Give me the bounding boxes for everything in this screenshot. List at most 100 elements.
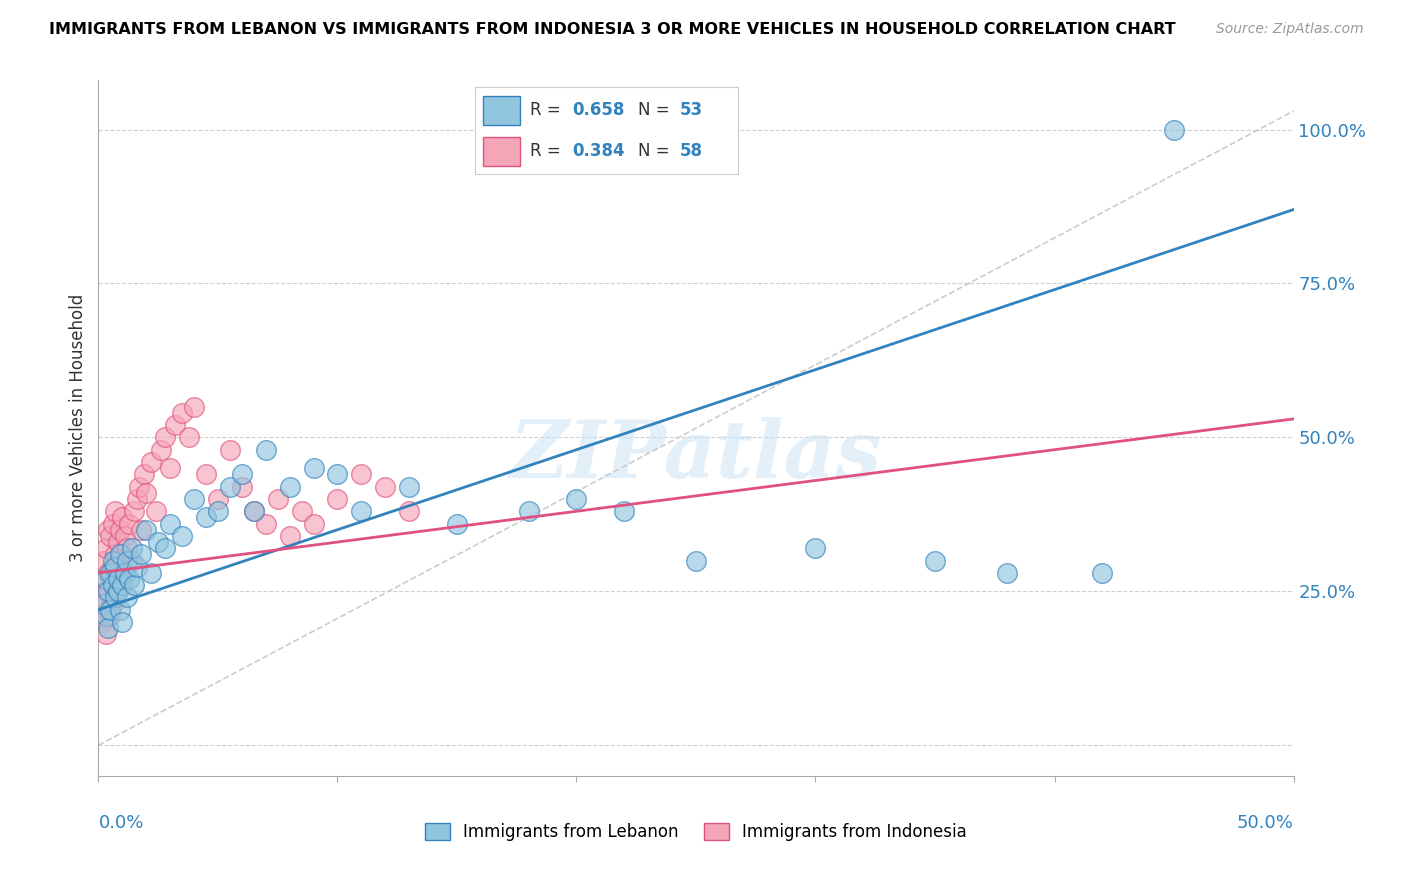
Point [125,491,148,506]
Point [91,597,114,611]
Point [115,553,138,567]
Point [97,603,120,617]
Text: Source: ZipAtlas.com: Source: ZipAtlas.com [1216,22,1364,37]
Point [94,584,117,599]
Point [98,529,122,543]
Text: 50.0%: 50.0% [1237,814,1294,832]
Point [183,400,205,414]
Point [111,510,134,524]
Point [267,491,290,506]
Point [101,516,124,531]
Point [108,603,131,617]
Point [118,516,141,531]
Point [179,430,201,444]
Point [219,442,242,457]
Point [278,480,301,494]
Point [104,591,127,605]
Point [121,553,143,567]
Point [183,491,205,506]
Point [114,529,136,543]
Point [207,504,229,518]
Point [924,553,946,567]
Point [98,609,122,624]
Point [685,553,707,567]
Point [90,591,112,605]
Point [101,553,124,567]
Point [114,566,136,580]
Point [111,548,134,562]
Point [121,541,143,556]
Point [115,541,138,556]
Point [125,559,148,574]
Point [149,442,172,457]
Point [231,467,253,482]
Point [135,523,157,537]
Point [104,504,127,518]
Legend: Immigrants from Lebanon, Immigrants from Indonesia: Immigrants from Lebanon, Immigrants from… [419,816,973,847]
Text: 0.0%: 0.0% [98,814,143,832]
Point [398,504,420,518]
Point [132,467,155,482]
Point [91,553,114,567]
Point [517,504,540,518]
Point [219,480,242,494]
Point [159,461,181,475]
Point [97,566,120,580]
Point [398,480,420,494]
Point [98,566,122,580]
Point [131,548,153,562]
Point [101,578,124,592]
Point [108,559,131,574]
Point [350,504,373,518]
Point [804,541,827,556]
Point [145,504,167,518]
Point [97,523,120,537]
Point [111,578,134,592]
Point [1163,122,1185,136]
Point [94,627,117,641]
Point [107,584,129,599]
Point [155,541,177,556]
Point [108,548,131,562]
Point [131,523,153,537]
Point [613,504,636,518]
Point [139,566,162,580]
Point [91,615,114,629]
Point [231,480,253,494]
Point [350,467,373,482]
Point [107,572,129,586]
Point [326,467,349,482]
Point [163,418,186,433]
Point [94,541,117,556]
Point [195,510,218,524]
Point [326,491,349,506]
Point [118,572,141,586]
Point [114,566,136,580]
Point [172,529,194,543]
Text: ZIPatlas: ZIPatlas [510,417,882,495]
Point [446,516,468,531]
Point [159,516,181,531]
Text: IMMIGRANTS FROM LEBANON VS IMMIGRANTS FROM INDONESIA 3 OR MORE VEHICLES IN HOUSE: IMMIGRANTS FROM LEBANON VS IMMIGRANTS FR… [49,22,1175,37]
Point [104,584,127,599]
Point [302,516,325,531]
Point [291,504,314,518]
Point [128,480,150,494]
Y-axis label: 3 or more Vehicles in Household: 3 or more Vehicles in Household [69,294,87,562]
Point [148,535,170,549]
Point [135,485,157,500]
Point [104,559,127,574]
Point [207,491,229,506]
Point [115,591,138,605]
Point [565,491,588,506]
Point [94,609,117,624]
Point [278,529,301,543]
Point [155,430,177,444]
Point [98,603,122,617]
Point [104,548,127,562]
Point [107,572,129,586]
Point [243,504,266,518]
Point [97,584,120,599]
Point [101,597,124,611]
Point [98,572,122,586]
